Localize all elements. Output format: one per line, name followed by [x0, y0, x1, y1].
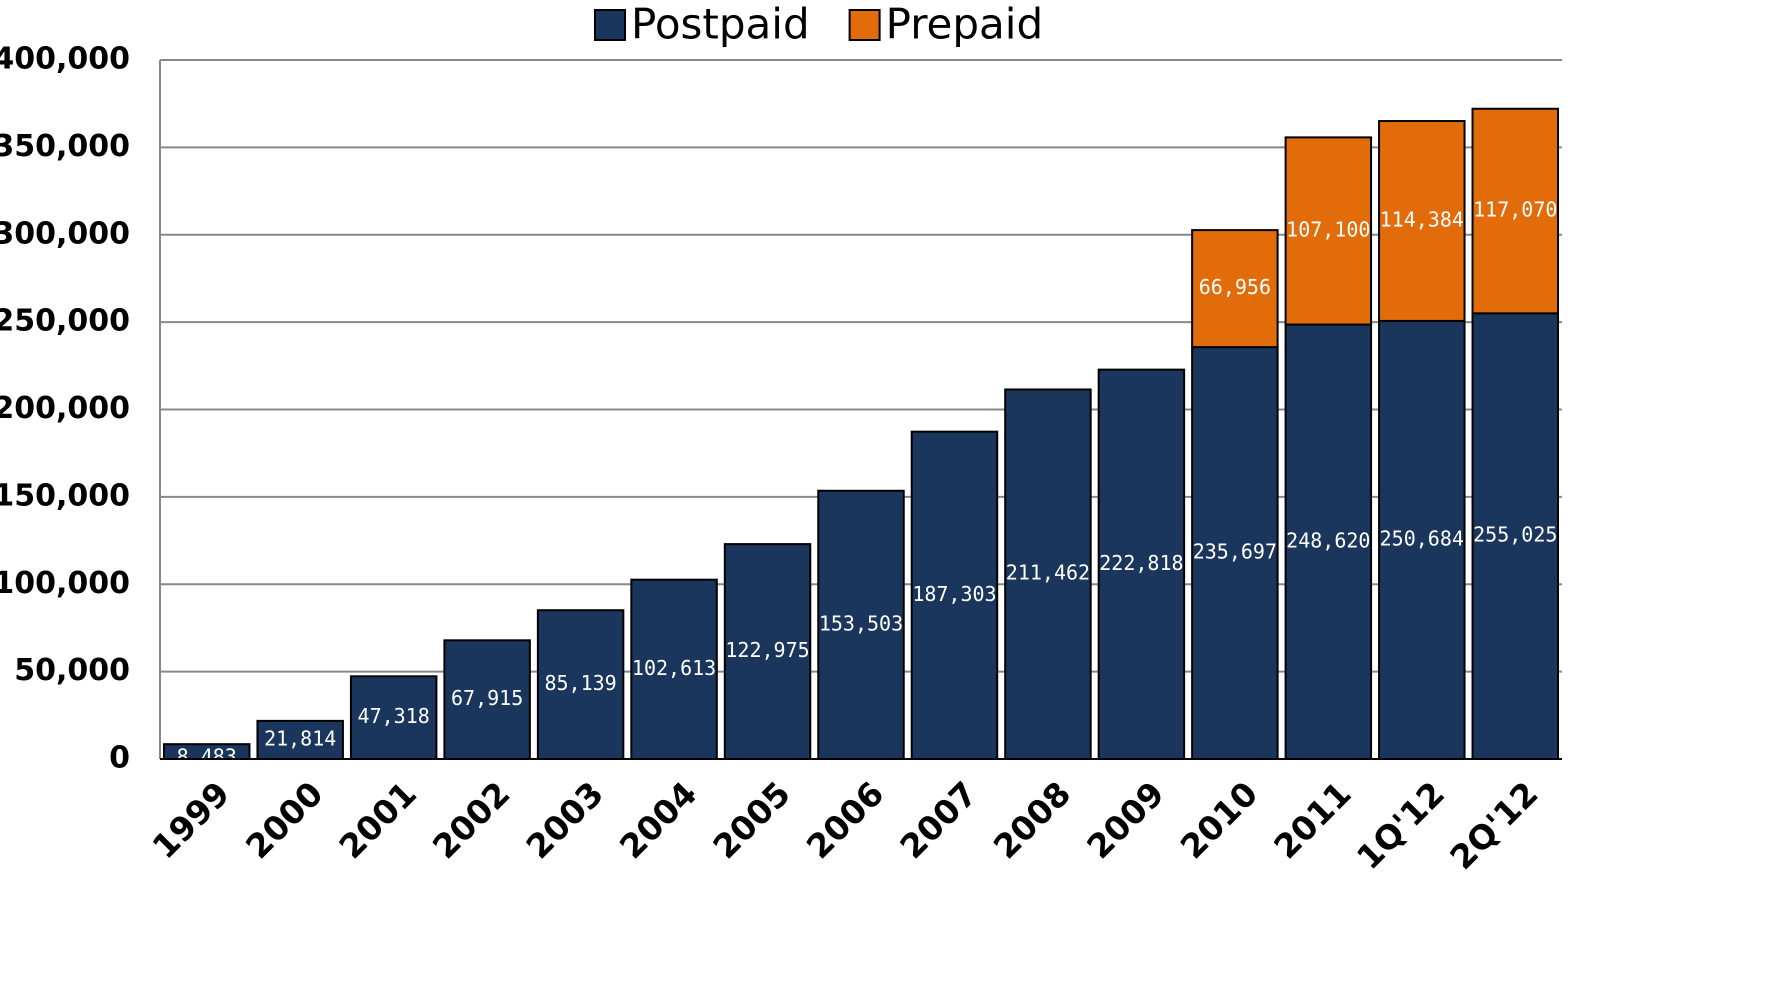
x-tick-label: 1Q'12: [1349, 774, 1452, 877]
bar-segment: [1378, 120, 1466, 322]
bar-segment: [1004, 388, 1092, 760]
x-tick-label: 2004: [612, 774, 705, 867]
y-tick-label: 150,000: [0, 478, 130, 513]
y-tick-label: 250,000: [0, 304, 130, 339]
bar-segment: [256, 719, 344, 760]
value-label: 102,613: [632, 656, 716, 680]
x-tick-label: 2002: [425, 774, 518, 867]
x-tick-label: 2005: [705, 774, 798, 867]
x-tick-label: 2010: [1173, 774, 1266, 867]
x-tick-label: 2001: [332, 774, 425, 867]
x-tick-label: 2Q'12: [1442, 774, 1545, 877]
bar-segment: [443, 639, 531, 761]
y-tick-label: 300,000: [0, 216, 130, 251]
x-tick-label: 2008: [986, 774, 1079, 867]
y-tick-label: 50,000: [14, 653, 130, 688]
x-tick-label: 2007: [892, 774, 985, 867]
x-tick-label: 2000: [238, 774, 331, 867]
value-label: 117,070: [1473, 198, 1557, 222]
bar-segment: [1191, 229, 1279, 349]
y-tick-label: 350,000: [0, 129, 130, 164]
y-tick-label: 200,000: [0, 391, 130, 426]
y-tick-label: 100,000: [0, 566, 130, 601]
value-label: 47,318: [358, 704, 430, 728]
value-label: 21,814: [264, 726, 336, 750]
bar-segment: [630, 578, 718, 760]
value-label: 211,462: [1006, 561, 1090, 585]
value-label: 67,915: [451, 686, 523, 710]
value-label: 153,503: [819, 611, 903, 635]
x-tick-label: 2003: [518, 774, 611, 867]
y-tick-label: 400,000: [0, 42, 130, 77]
bar-segment: [1378, 319, 1466, 760]
value-label: 255,025: [1473, 523, 1557, 547]
value-label: 222,818: [1099, 551, 1183, 575]
legend-label: Prepaid: [886, 0, 1044, 49]
y-tick-label: 0: [109, 741, 130, 776]
value-label: 114,384: [1380, 207, 1464, 231]
value-label: 250,684: [1380, 526, 1464, 550]
bar-segment: [817, 489, 905, 760]
value-label: 85,139: [544, 671, 616, 695]
legend-swatch: [594, 9, 626, 41]
value-label: 248,620: [1286, 528, 1370, 552]
bar-segment: [910, 430, 999, 760]
x-tick-label: 2009: [1079, 774, 1172, 867]
bar-segment: [1471, 312, 1559, 760]
x-tick-label: 2011: [1266, 774, 1359, 867]
x-tick-label: 2006: [799, 774, 892, 867]
x-tick-label: 1999: [145, 774, 238, 867]
value-label: 107,100: [1286, 217, 1370, 241]
bar-segment: [1471, 107, 1559, 315]
value-label: 187,303: [912, 582, 996, 606]
bar-segment: [1284, 136, 1373, 326]
value-label: 122,975: [725, 638, 809, 662]
bar-segment: [1284, 323, 1373, 760]
legend-swatch: [848, 9, 881, 41]
value-label: 8,483: [177, 745, 237, 769]
value-label: 235,697: [1193, 540, 1277, 564]
legend-label: Postpaid: [631, 0, 810, 49]
value-label: 66,956: [1199, 275, 1271, 299]
